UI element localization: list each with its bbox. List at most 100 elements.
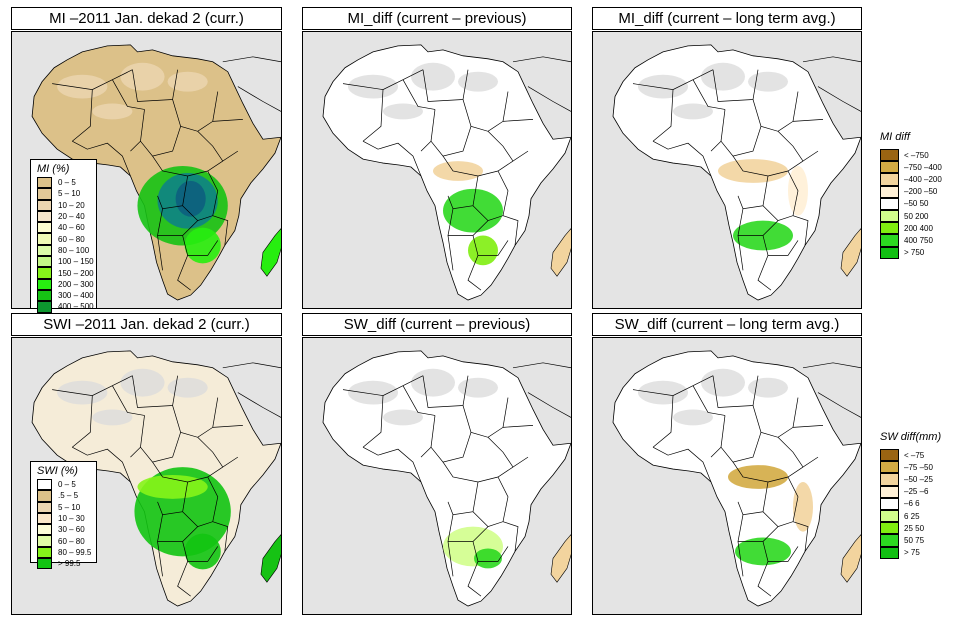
legend-items: < –75 –75 –50 –50 –25 –25 –6 –6 6 6 25 25 50 50… bbox=[880, 449, 941, 559]
nodata-region bbox=[748, 71, 788, 92]
legend-label: 5 – 10 bbox=[58, 502, 81, 512]
country-border bbox=[197, 131, 239, 162]
data-region bbox=[175, 180, 206, 217]
country-border bbox=[212, 521, 229, 552]
nodata-region bbox=[383, 103, 423, 120]
legend-label: –400 –200 bbox=[904, 174, 942, 184]
legend-sw-diff: SW diff(mm) < –75 –75 –50 –50 –25 –25 –6 –6 … bbox=[880, 431, 941, 559]
legend-swatch bbox=[37, 177, 52, 189]
legend-swatch bbox=[37, 210, 52, 223]
legend-item: 400 – 500 bbox=[37, 301, 94, 313]
country-border bbox=[692, 79, 726, 110]
country-border bbox=[652, 89, 674, 142]
legend-swatch bbox=[37, 490, 52, 502]
nodata-region bbox=[458, 71, 498, 92]
legend-swatch bbox=[37, 188, 52, 200]
arabian-peninsula-outline bbox=[222, 362, 281, 418]
legend-label: 6 25 bbox=[904, 511, 920, 521]
country-border bbox=[130, 415, 145, 458]
country-border bbox=[140, 126, 181, 157]
data-region bbox=[718, 159, 788, 183]
legend-label: < –750 bbox=[904, 150, 929, 160]
legend-label: –25 –6 bbox=[904, 487, 929, 497]
legend-label: 20 – 40 bbox=[58, 212, 85, 222]
country-border bbox=[792, 425, 824, 428]
legend-label: 400 750 bbox=[904, 235, 933, 245]
legend-label: 200 – 300 bbox=[58, 279, 94, 289]
legend-item: 200 – 300 bbox=[37, 278, 94, 290]
legend-label: –200 –50 bbox=[904, 187, 938, 197]
panel-mi-diff-previous: MI_diff (current – previous) bbox=[302, 7, 572, 309]
legend-item: < –75 bbox=[880, 449, 941, 462]
country-border bbox=[132, 375, 178, 408]
country-border bbox=[212, 215, 229, 246]
nodata-region bbox=[167, 71, 208, 92]
country-border bbox=[777, 131, 819, 162]
data-region bbox=[184, 533, 221, 570]
panel-title: MI_diff (current – previous) bbox=[302, 7, 572, 30]
legend-item: –25 –6 bbox=[880, 485, 941, 498]
nodata-region bbox=[638, 74, 688, 99]
country-border bbox=[467, 561, 482, 597]
legend-item: < –750 bbox=[880, 149, 942, 162]
legend-swatch bbox=[37, 233, 52, 245]
legend-item: 40 – 60 bbox=[37, 222, 91, 234]
legend-item: 10 – 20 bbox=[37, 199, 91, 211]
country-border bbox=[177, 561, 191, 597]
country-border bbox=[652, 446, 712, 483]
data-region bbox=[474, 548, 502, 569]
legend-swatch bbox=[37, 244, 52, 257]
nodata-region bbox=[92, 409, 133, 426]
country-border bbox=[362, 395, 384, 448]
legend-item: 100 – 150 bbox=[37, 256, 94, 268]
legend-swatch bbox=[880, 222, 899, 235]
legend-item: –400 –200 bbox=[880, 173, 942, 186]
nodata-region bbox=[748, 377, 788, 398]
legend-swatch bbox=[37, 524, 52, 536]
country-border bbox=[712, 375, 759, 408]
country-border bbox=[447, 541, 454, 577]
legend-items: < –750 –750 –400 –400 –200 –200 –50 –50 50 50… bbox=[880, 149, 942, 259]
country-border bbox=[422, 375, 469, 408]
legend-item: 50 75 bbox=[880, 534, 941, 547]
legend-label: 10 – 20 bbox=[58, 200, 85, 210]
country-border bbox=[182, 235, 219, 256]
arabian-peninsula-outline bbox=[802, 362, 861, 418]
country-border bbox=[430, 126, 472, 157]
legend-swatch bbox=[37, 535, 52, 547]
legend-label: 10 – 30 bbox=[58, 514, 85, 524]
legend-swatch bbox=[37, 222, 52, 234]
country-border bbox=[652, 140, 712, 177]
country-border bbox=[502, 119, 534, 122]
nodata-region bbox=[92, 103, 133, 120]
legend-swatch bbox=[880, 473, 899, 486]
legend-label: 60 – 80 bbox=[58, 536, 85, 546]
country-border bbox=[737, 235, 744, 271]
legend-swatch bbox=[37, 278, 52, 290]
country-border bbox=[737, 541, 744, 577]
legend-item: 0 – 5 bbox=[37, 177, 91, 189]
panel-title: SW_diff (current – long term avg.) bbox=[592, 313, 862, 336]
legend-swatch bbox=[37, 199, 52, 211]
legend-swatch bbox=[880, 497, 899, 510]
africa-map bbox=[302, 31, 572, 309]
legend-label: 60 – 80 bbox=[58, 234, 85, 244]
legend-swatch bbox=[37, 267, 52, 279]
legend-label: –75 –50 bbox=[904, 462, 933, 472]
panel-sw-diff-long-term: SW_diff (current – long term avg.) bbox=[592, 313, 862, 615]
data-region bbox=[728, 465, 788, 489]
legend-swatch bbox=[880, 149, 899, 162]
country-border bbox=[792, 215, 809, 246]
legend-label: 100 – 150 bbox=[58, 257, 94, 267]
legend-item: 20 – 40 bbox=[37, 210, 91, 223]
data-region bbox=[137, 475, 208, 499]
nodata-region bbox=[167, 377, 208, 398]
legend-label: 200 400 bbox=[904, 223, 933, 233]
map-canvas bbox=[612, 350, 861, 607]
data-region bbox=[443, 188, 503, 233]
panel-title: SW_diff (current – previous) bbox=[302, 313, 572, 336]
legend-swatch bbox=[880, 209, 899, 223]
country-border bbox=[737, 175, 769, 210]
